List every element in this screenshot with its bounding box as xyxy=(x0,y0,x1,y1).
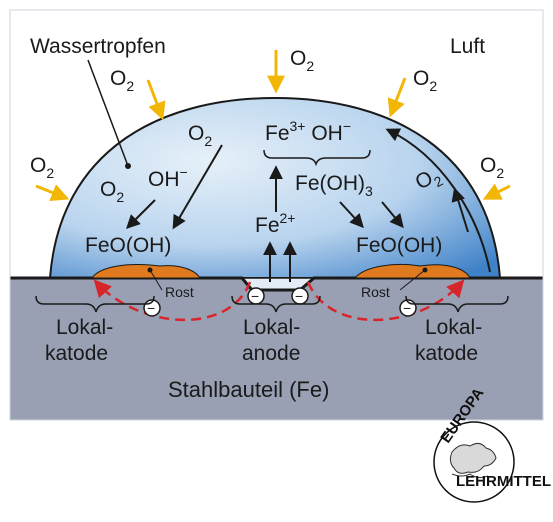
svg-text:O2: O2 xyxy=(290,47,314,74)
arrow-inner-right-up xyxy=(451,187,469,233)
logo-text-bottom: LEHRMITTEL xyxy=(456,473,551,490)
oxygen-arrow-upper-right xyxy=(387,77,407,118)
cathode-left-line2: katode xyxy=(45,342,108,365)
iron-hydroxide-label: Fe(OH)3 xyxy=(295,172,373,199)
rust-label-left: Rost xyxy=(165,284,194,300)
arrow-o2-inner-to-feooh xyxy=(172,144,223,230)
electron-path-left xyxy=(93,279,252,322)
oxygen-right: O2 xyxy=(480,154,504,181)
svg-text:O2: O2 xyxy=(188,122,212,149)
oxygen-arrow-upper-left xyxy=(146,79,166,121)
frame-border xyxy=(9,9,544,421)
cathode-left-line1: Lokal- xyxy=(56,316,113,339)
svg-text:−: − xyxy=(251,288,259,304)
globe-map-icon xyxy=(449,442,497,474)
svg-text:−: − xyxy=(403,300,411,316)
steel-component xyxy=(10,278,543,420)
anode-line2: anode xyxy=(242,342,300,365)
svg-text:O2: O2 xyxy=(30,154,54,181)
svg-text:−: − xyxy=(147,300,155,316)
svg-text:Fe3+ OH−: Fe3+ OH− xyxy=(265,118,351,145)
cathode-right-line1: Lokal- xyxy=(425,316,482,339)
oxygen-left: O2 xyxy=(30,154,54,181)
fe3-oh-brace xyxy=(263,149,371,167)
cathode-right-line2: katode xyxy=(415,342,478,365)
rust-pointer-right-dot xyxy=(422,267,428,273)
feooh-left-label: FeO(OH) xyxy=(85,234,171,257)
rust-deposit-right xyxy=(353,264,471,279)
svg-text:−: − xyxy=(295,288,303,304)
arrow-feoh3-to-feooh-left xyxy=(339,201,364,229)
arrow-o2-to-feooh xyxy=(126,199,156,229)
svg-text:O2: O2 xyxy=(100,178,124,205)
droplet-label: Wassertropfen xyxy=(30,35,166,58)
svg-text:O2: O2 xyxy=(110,67,134,94)
fe2-label: Fe2+ xyxy=(255,210,295,237)
component-label: Stahlbauteil (Fe) xyxy=(168,377,329,402)
electron-anode-right: − xyxy=(291,287,309,305)
oxygen-arrow-right xyxy=(482,183,511,200)
oxygen-arrow-left xyxy=(35,184,70,202)
droplet-pointer-dot xyxy=(125,163,131,169)
globe-wave xyxy=(451,473,489,479)
brace-anode xyxy=(231,295,321,313)
feooh-right-label: FeO(OH) xyxy=(356,234,442,257)
brace-cathode-right xyxy=(405,295,509,313)
droplet-pointer-line xyxy=(87,59,129,167)
anode-line1: Lokal- xyxy=(243,316,300,339)
air-label: Luft xyxy=(450,35,485,58)
svg-text:O2: O2 xyxy=(480,154,504,181)
svg-text:Fe(OH)3: Fe(OH)3 xyxy=(295,172,373,199)
rust-pointer-right xyxy=(399,269,426,291)
oxygen-top: O2 xyxy=(290,47,314,74)
brace-cathode-left xyxy=(35,295,155,313)
rust-deposit-left xyxy=(91,264,201,279)
oxygen-upper-left: O2 xyxy=(110,67,134,94)
rust-pointer-left xyxy=(149,269,163,291)
rust-label-right: Rost xyxy=(361,284,390,300)
svg-text:OH−: OH− xyxy=(148,164,188,191)
svg-text:Fe2+: Fe2+ xyxy=(255,210,295,237)
rust-pointer-left-dot xyxy=(147,267,153,273)
fe3-oh-label: Fe3+ OH− xyxy=(265,118,351,145)
svg-text:O2: O2 xyxy=(413,67,437,94)
electron-anode-left: − xyxy=(247,287,265,305)
oxygen-upper-right: O2 xyxy=(413,67,437,94)
oxygen-hydroxide-left: O2 OH− xyxy=(100,164,188,205)
oxygen-inner-top: O2 xyxy=(188,122,212,149)
europa-lehrmittel-logo: EUROPA LEHRMITTEL xyxy=(433,385,551,503)
steel-surface xyxy=(10,276,543,292)
arrow-feoh3-to-feooh-right xyxy=(381,201,404,229)
